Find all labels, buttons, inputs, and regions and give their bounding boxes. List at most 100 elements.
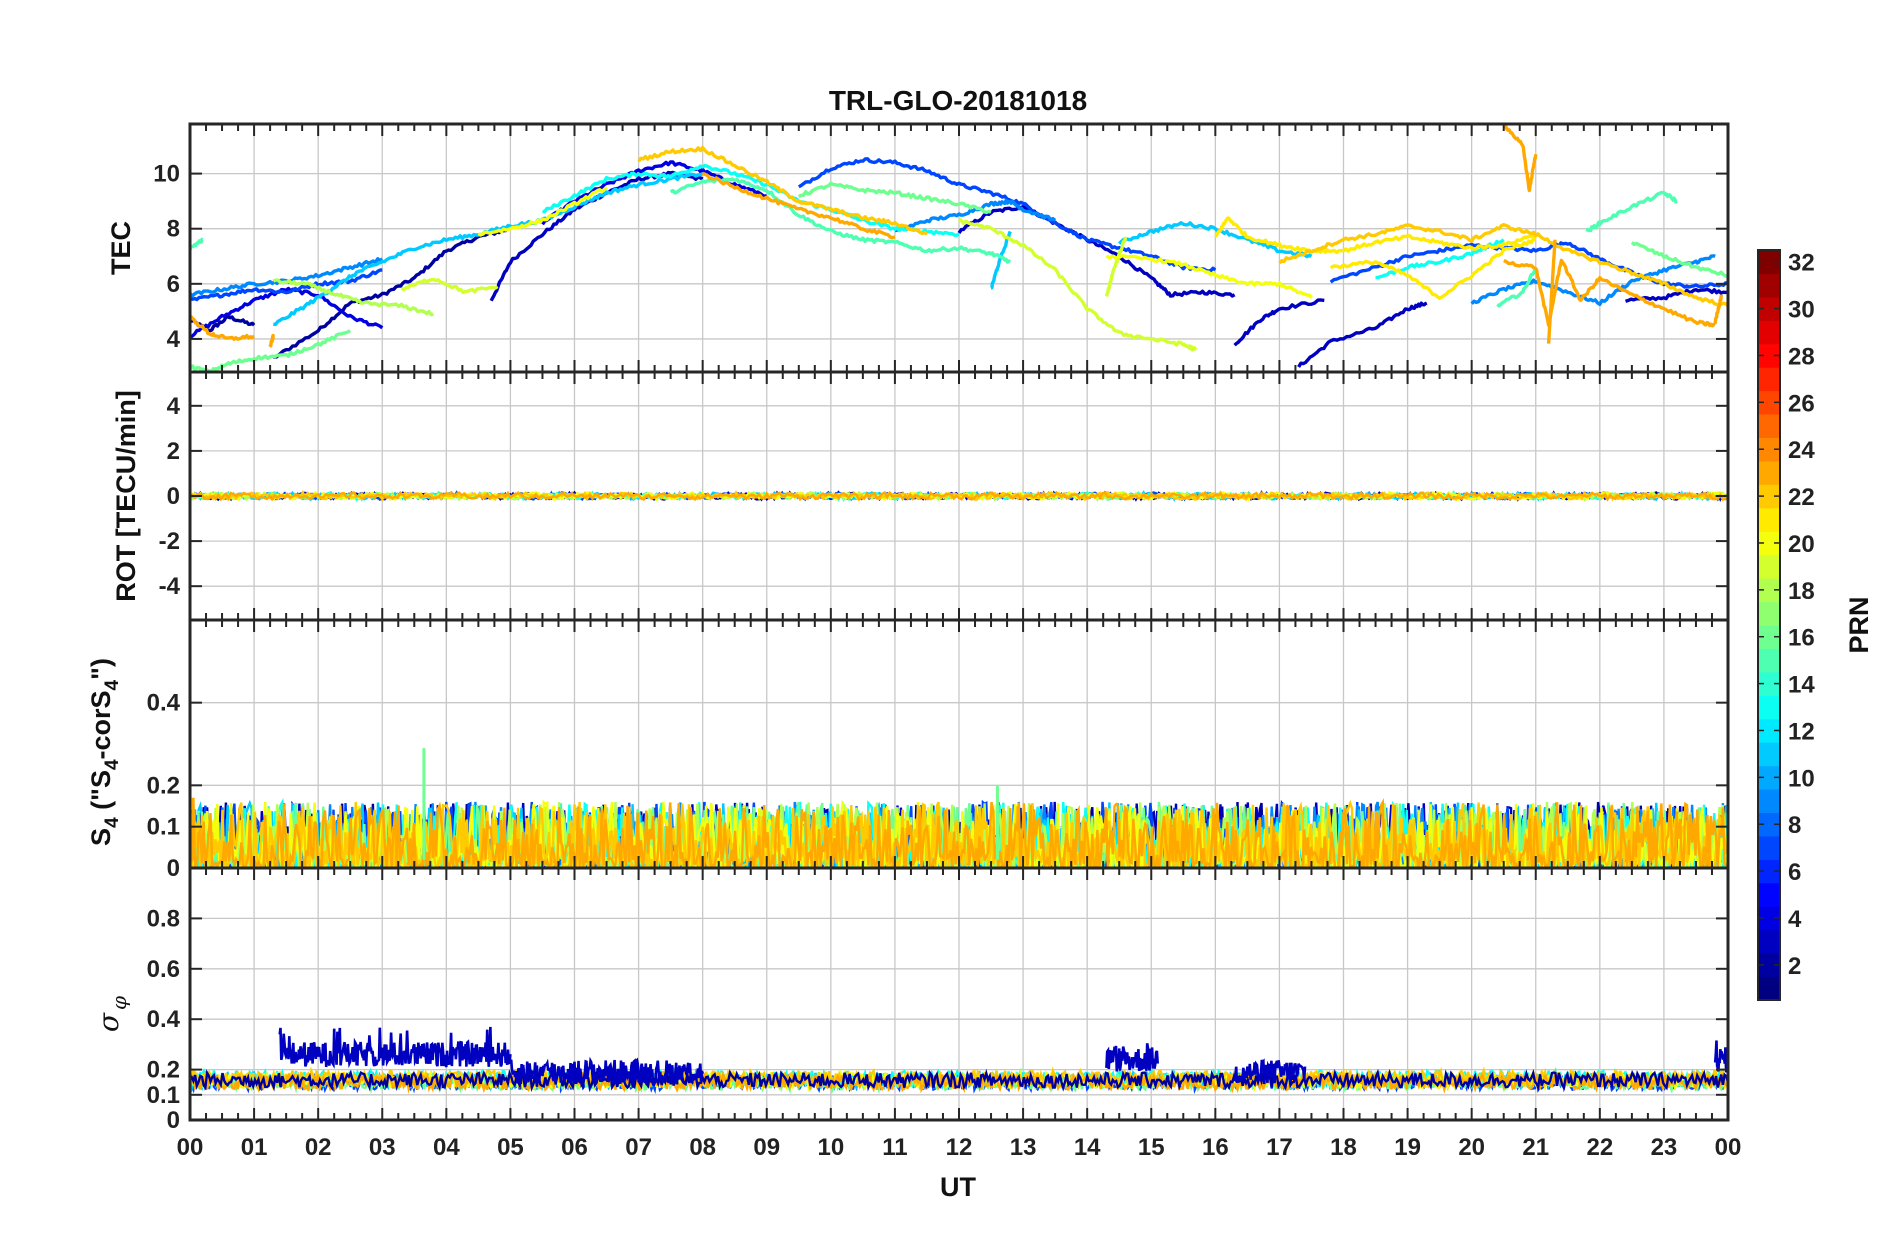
colorbar-swatch bbox=[1758, 695, 1780, 720]
sigma-elevated-prn-3 bbox=[278, 1026, 512, 1069]
colorbar-tick-label: 30 bbox=[1788, 297, 1815, 324]
series-line-prn-19 bbox=[1104, 236, 1128, 298]
x-tick-label: 00 bbox=[177, 1134, 204, 1161]
colorbar-swatch bbox=[1758, 625, 1780, 649]
y-axis-label-rot: ROT [TECU/min] bbox=[111, 390, 141, 601]
series-line-prn-2 bbox=[190, 314, 256, 333]
x-tick-label: 15 bbox=[1138, 1134, 1165, 1161]
y-axis-label-s4: S4 ("S4-corS4") bbox=[86, 658, 123, 846]
series-line-prn-21 bbox=[1213, 216, 1537, 255]
colorbar-tick-label: 12 bbox=[1788, 718, 1815, 745]
colorbar-swatch bbox=[1758, 507, 1780, 532]
colorbar-swatch bbox=[1758, 250, 1780, 274]
y-tick-label: 4 bbox=[167, 393, 181, 420]
x-tick-labels: 00 01 02 03 04 05 06 07 08 09 10 11 12 13 14 15 16 17 18 19… bbox=[177, 1134, 1742, 1161]
sigma-line-prn-2 bbox=[190, 1068, 1728, 1092]
x-axis-label: UT bbox=[940, 1172, 976, 1202]
data-layer-rot bbox=[190, 489, 1728, 503]
colorbar-swatch bbox=[1758, 437, 1780, 462]
y-tick-label: 8 bbox=[167, 216, 180, 243]
x-tick-label: 22 bbox=[1586, 1134, 1613, 1161]
colorbar-tick-label: 14 bbox=[1788, 672, 1815, 699]
series-line-prn-23 bbox=[190, 315, 256, 341]
x-tick-label: 19 bbox=[1394, 1134, 1421, 1161]
series-line-prn-22 bbox=[637, 145, 929, 236]
x-tick-label: 14 bbox=[1074, 1134, 1101, 1161]
series-line-prn-7 bbox=[1329, 241, 1728, 289]
x-tick-label: 11 bbox=[882, 1134, 907, 1161]
grid-sigma_phi bbox=[189, 868, 1729, 1121]
colorbar-tick-label: 10 bbox=[1788, 765, 1815, 792]
colorbar-swatch bbox=[1758, 414, 1780, 438]
series-line-prn-23 bbox=[1713, 294, 1724, 324]
series-line-prn-23 bbox=[1546, 239, 1557, 344]
series-line-prn-3 bbox=[957, 205, 1236, 298]
colorbar-tick-label: 8 bbox=[1788, 812, 1801, 839]
colorbar-swatch bbox=[1758, 742, 1780, 767]
y-tick-label: 0.2 bbox=[147, 1057, 180, 1084]
series-line-prn-9 bbox=[894, 198, 1057, 233]
y-tick-label: 10 bbox=[153, 161, 180, 188]
panel-rot: -4 -2 0 2 4 ROT [TECU/min] bbox=[111, 370, 1730, 622]
x-tick-label: 05 bbox=[497, 1134, 524, 1161]
x-tick-label: 09 bbox=[753, 1134, 780, 1161]
colorbar-tick-label: 22 bbox=[1788, 484, 1815, 511]
colorbar-swatch bbox=[1758, 765, 1780, 790]
colorbar-swatch bbox=[1758, 882, 1780, 907]
colorbar-swatch bbox=[1758, 531, 1780, 556]
panel-sigma_phi: 00.10.2 0.4 0.6 0.8 σφ bbox=[92, 866, 1730, 1134]
colorbar-swatch bbox=[1758, 601, 1780, 626]
colorbar-tick-label: 32 bbox=[1788, 250, 1815, 277]
data-layer-tec bbox=[190, 124, 1728, 372]
series-line-prn-3 bbox=[1297, 301, 1428, 368]
y-tick-label: 0.2 bbox=[147, 772, 180, 799]
y-tick-label: 0.1 bbox=[147, 1082, 180, 1109]
x-tick-label: 04 bbox=[433, 1134, 460, 1161]
colorbar-tick-label: 4 bbox=[1788, 906, 1802, 933]
colorbar-swatch bbox=[1758, 929, 1780, 954]
y-tick-label: 4 bbox=[167, 326, 181, 353]
colorbar-swatch bbox=[1758, 460, 1780, 485]
series-line-prn-15 bbox=[1496, 266, 1538, 308]
colorbar-label: PRN bbox=[1844, 596, 1874, 653]
x-tick-label: 17 bbox=[1266, 1134, 1293, 1161]
panel-tec: 4 6 8 10 TEC bbox=[106, 122, 1730, 374]
chart-title: TRL-GLO-20181018 bbox=[829, 85, 1087, 116]
sigma-elevated-prn-3 bbox=[509, 1056, 704, 1088]
series-line-prn-4 bbox=[541, 160, 768, 226]
colorbar-swatch bbox=[1758, 789, 1780, 813]
colorbar-swatch bbox=[1758, 718, 1780, 743]
y-tick-label: 0.1 bbox=[147, 814, 180, 841]
series-line-prn-23 bbox=[1503, 258, 1717, 328]
rot-line-prn-23 bbox=[190, 490, 1728, 502]
panel-s4: 0 0.1 0.2 0.4 S4 ("S4-corS4") bbox=[86, 618, 1730, 882]
series-line-prn-23 bbox=[268, 333, 275, 348]
colorbar-swatch bbox=[1758, 390, 1780, 415]
colorbar-swatch bbox=[1758, 976, 1780, 1001]
colorbar-swatch bbox=[1758, 484, 1780, 509]
colorbar-swatch bbox=[1758, 671, 1780, 696]
series-line-prn-11 bbox=[1118, 221, 1313, 259]
y-tick-label: -4 bbox=[159, 573, 181, 600]
x-tick-label: 08 bbox=[689, 1134, 716, 1161]
colorbar-swatch bbox=[1758, 273, 1780, 298]
series-line-prn-23 bbox=[702, 171, 896, 240]
y-tick-label: 0.4 bbox=[147, 1006, 181, 1033]
x-tick-label: 10 bbox=[817, 1134, 844, 1161]
series-line-prn-11 bbox=[989, 230, 1012, 290]
colorbar-tick-label: 20 bbox=[1788, 531, 1815, 558]
x-tick-label: 00 bbox=[1715, 1134, 1742, 1161]
x-tick-label: 13 bbox=[1010, 1134, 1037, 1161]
y-tick-label: 0 bbox=[167, 1107, 180, 1134]
y-tick-label: 0.4 bbox=[147, 690, 181, 717]
colorbar-swatch bbox=[1758, 906, 1780, 931]
y-tick-label: 2 bbox=[167, 438, 180, 465]
series-line-prn-21 bbox=[1329, 237, 1537, 300]
series-line-prn-18 bbox=[272, 278, 434, 317]
series-line-prn-2 bbox=[273, 227, 511, 359]
colorbar-swatch bbox=[1758, 648, 1780, 673]
series-line-prn-15 bbox=[669, 177, 1012, 264]
series-line-prn-19 bbox=[958, 217, 1198, 352]
